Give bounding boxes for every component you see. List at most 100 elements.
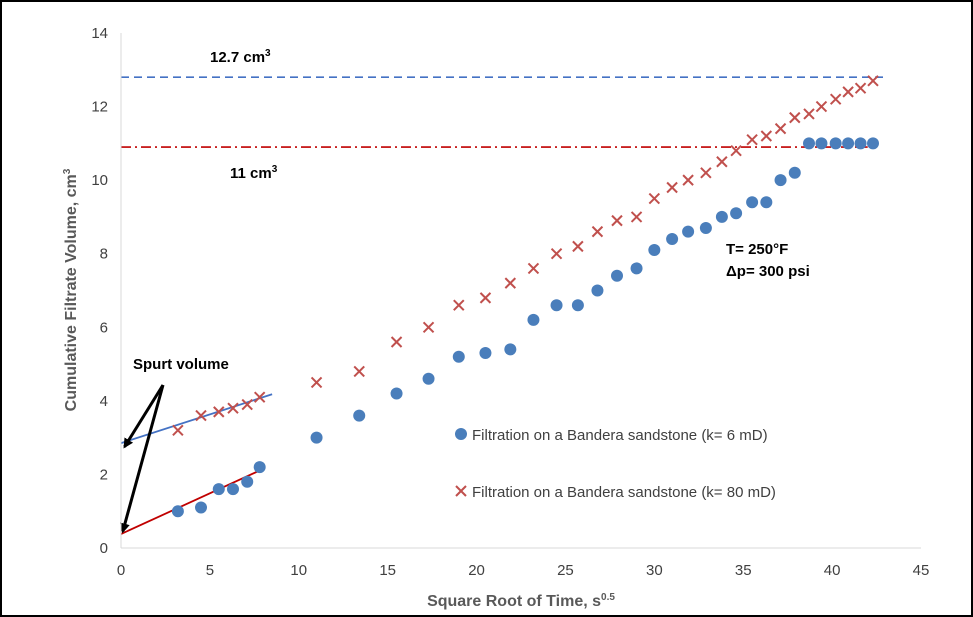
data-point-80md — [453, 299, 465, 311]
x-tick-label: 35 — [735, 562, 752, 579]
data-point-6md — [310, 431, 323, 444]
data-point-80md-stroke — [195, 409, 207, 422]
data-point-6md — [479, 347, 492, 360]
data-point-80md — [611, 214, 623, 227]
data-point-80md — [504, 277, 517, 289]
data-point-6md — [803, 137, 815, 150]
data-point-80md — [666, 181, 678, 194]
data-point-80md-stroke — [630, 211, 643, 223]
data-point-6md — [666, 233, 679, 245]
data-point-6md — [867, 137, 879, 150]
data-point-80md-stroke — [803, 108, 815, 120]
data-point-80md-stroke — [842, 86, 854, 98]
data-point-6md — [591, 284, 604, 297]
y-tick-label: 14 — [91, 25, 108, 42]
data-point-6md — [854, 137, 867, 150]
x-tick-label: 10 — [290, 562, 307, 579]
data-point-80md-stroke — [854, 82, 867, 94]
data-point-6md — [390, 387, 403, 400]
data-point-80md — [390, 336, 403, 348]
data-point-80md — [310, 376, 323, 389]
data-point-80md-stroke — [829, 93, 842, 105]
data-point-80md — [842, 86, 854, 98]
data-point-80md-stroke — [572, 240, 584, 253]
data-point-80md — [682, 174, 694, 186]
data-point-6md — [760, 196, 773, 209]
data-point-80md-stroke — [422, 321, 435, 333]
x-tick-label: 20 — [468, 562, 485, 579]
spurt-arrow-upper — [123, 384, 165, 449]
x-tick-label: 30 — [646, 562, 663, 579]
data-point-80md-stroke — [774, 122, 787, 135]
data-point-80md — [854, 82, 867, 94]
annotation-spurt-volume: Spurt volume — [133, 356, 229, 373]
data-point-6md — [842, 137, 855, 150]
data-point-80md — [241, 398, 253, 411]
legend-marker-x — [455, 485, 467, 497]
data-point-80md-stroke — [479, 292, 492, 304]
data-point-80md-stroke — [648, 192, 661, 205]
data-point-6md — [730, 207, 743, 220]
data-point-6md — [353, 409, 366, 422]
data-point-6md — [682, 225, 695, 238]
data-point-80md-stroke — [353, 365, 365, 378]
data-point-80md — [527, 262, 540, 275]
x-axis-title: Square Root of Time, s0.5 — [427, 592, 615, 610]
data-point-80md — [867, 75, 879, 87]
data-point-80md — [815, 100, 828, 113]
y-tick-label: 6 — [100, 319, 108, 336]
data-point-80md-stroke — [390, 336, 403, 348]
y-tick-label: 12 — [91, 99, 108, 116]
data-point-80md-stroke — [746, 133, 758, 146]
fit-line-6md — [120, 468, 264, 535]
data-point-6md — [630, 262, 643, 275]
data-point-6md — [171, 505, 184, 518]
data-point-80md-stroke — [760, 130, 773, 142]
data-point-6md — [422, 372, 435, 385]
annotation-11-cm3: 11 cm3 — [230, 164, 278, 182]
legend: Filtration on a Bandera sandstone (k= 6 … — [455, 427, 776, 501]
legend-label-series-2: Filtration on a Bandera sandstone (k= 80… — [472, 484, 776, 501]
data-point-80md — [730, 145, 742, 157]
data-point-80md — [760, 130, 773, 142]
data-point-80md — [789, 111, 801, 124]
data-point-6md — [648, 244, 661, 257]
data-point-80md — [774, 122, 787, 135]
data-point-80md-stroke — [172, 424, 184, 436]
data-point-6md — [571, 299, 584, 312]
x-tick-label: 25 — [557, 562, 574, 579]
data-point-80md-stroke — [227, 402, 239, 414]
data-point-80md — [716, 156, 728, 168]
data-point-80md-stroke — [789, 111, 801, 124]
data-point-6md — [829, 137, 842, 150]
data-point-6md — [788, 166, 801, 179]
data-point-80md-stroke — [591, 225, 604, 238]
data-point-6md — [504, 343, 517, 356]
data-point-80md — [479, 292, 492, 304]
spurt-arrow-lower — [120, 384, 165, 534]
data-point-80md — [422, 321, 435, 333]
data-point-6md — [212, 483, 225, 496]
data-point-80md — [253, 391, 266, 403]
data-point-80md — [353, 365, 365, 378]
data-point-6md — [774, 174, 787, 187]
legend-label-series-1: Filtration on a Bandera sandstone (k= 6 … — [472, 427, 768, 444]
data-point-80md-stroke — [716, 156, 728, 168]
data-point-6md — [715, 210, 728, 223]
data-point-80md-stroke — [666, 181, 678, 194]
data-point-80md-stroke — [682, 174, 694, 186]
data-point-80md — [591, 225, 604, 238]
data-point-6md — [452, 350, 465, 363]
data-point-80md — [572, 240, 584, 253]
data-point-80md-stroke — [700, 167, 712, 179]
data-point-80md-stroke — [867, 75, 879, 87]
data-point-80md-stroke — [611, 214, 623, 227]
data-point-80md — [227, 402, 239, 414]
data-point-6md — [241, 475, 254, 488]
legend-marker-circle — [455, 428, 467, 440]
data-point-6md — [195, 501, 207, 514]
data-point-80md-stroke — [310, 376, 323, 389]
x-tick-label: 0 — [117, 562, 125, 579]
data-point-6md — [550, 299, 563, 312]
